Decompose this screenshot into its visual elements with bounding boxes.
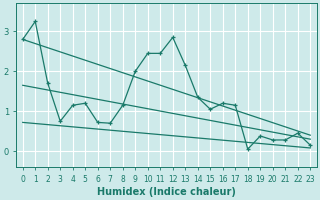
X-axis label: Humidex (Indice chaleur): Humidex (Indice chaleur): [97, 187, 236, 197]
